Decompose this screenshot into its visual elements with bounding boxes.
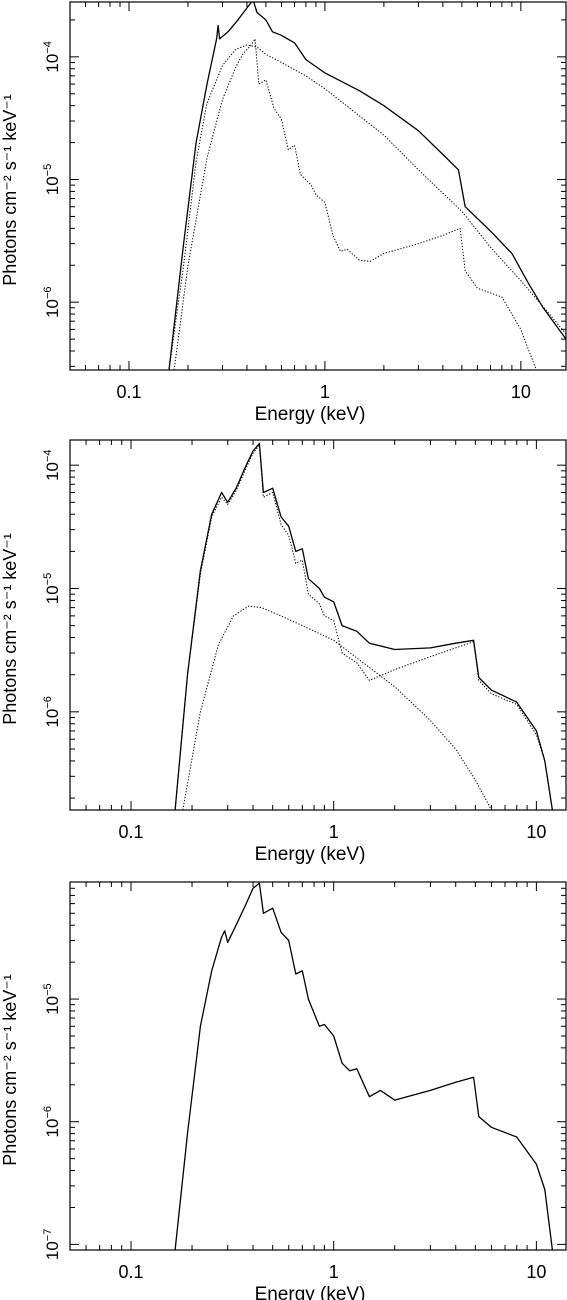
x-tick-label: 0.1 <box>118 822 143 842</box>
y-tick-label: 10−5 <box>42 164 62 195</box>
x-tick-label: 10 <box>526 822 546 842</box>
y-tick-mantissa: 10 <box>43 176 62 195</box>
solid-series-line-0 <box>174 882 554 1250</box>
x-axis-label: Energy (keV) <box>255 404 366 425</box>
y-tick-label: 10−6 <box>42 286 62 317</box>
y-tick-mantissa: 10 <box>43 54 62 73</box>
x-tick-label: 0.1 <box>118 1262 143 1282</box>
y-tick-label: 10−4 <box>42 41 62 72</box>
dotted-series-line-2 <box>182 605 492 810</box>
x-tick-label: 10 <box>526 1262 546 1282</box>
x-axis-label: Energy (keV) <box>255 844 366 865</box>
y-tick-mantissa: 10 <box>43 462 62 481</box>
y-tick-mantissa: 10 <box>43 585 62 604</box>
y-tick-mantissa: 10 <box>43 996 62 1015</box>
y-tick-label: 10−6 <box>42 696 62 727</box>
y-tick-exponent: −4 <box>42 449 54 462</box>
y-tick-mantissa: 10 <box>43 709 62 728</box>
y-tick-exponent: −5 <box>42 983 54 996</box>
y-tick-exponent: −6 <box>42 1106 54 1119</box>
y-tick-exponent: −6 <box>42 286 54 299</box>
x-axis-label: Energy (keV) <box>255 1284 366 1300</box>
plot-frame <box>69 1 567 371</box>
y-tick-label: 10−5 <box>42 983 62 1014</box>
y-axis-label: Photons cm⁻² s⁻¹ keV⁻¹ <box>0 94 20 286</box>
y-tick-exponent: −5 <box>42 573 54 586</box>
x-tick-label: 1 <box>320 382 330 402</box>
solid-series-line-0 <box>174 442 554 810</box>
y-tick-label: 10−6 <box>42 1106 62 1137</box>
x-tick-label: 10 <box>511 382 531 402</box>
plot-frame <box>69 439 567 811</box>
y-tick-mantissa: 10 <box>43 1241 62 1260</box>
y-axis-label: Photons cm⁻² s⁻¹ keV⁻¹ <box>0 974 20 1166</box>
dotted-series-line-1 <box>174 444 553 810</box>
plot-frame <box>69 881 567 1251</box>
series-group <box>174 882 554 1250</box>
y-tick-exponent: −6 <box>42 696 54 709</box>
x-tick-label: 1 <box>329 1262 339 1282</box>
y-tick-mantissa: 10 <box>43 1119 62 1138</box>
y-tick-exponent: −7 <box>42 1229 54 1242</box>
y-axis-label: Photons cm⁻² s⁻¹ keV⁻¹ <box>0 533 20 725</box>
y-tick-label: 10−7 <box>42 1229 62 1260</box>
y-tick-label: 10−4 <box>42 449 62 480</box>
solid-series-line-0 <box>168 2 566 370</box>
x-tick-label: 0.1 <box>116 382 141 402</box>
y-tick-mantissa: 10 <box>43 299 62 318</box>
y-tick-exponent: −4 <box>42 41 54 54</box>
y-tick-label: 10−5 <box>42 573 62 604</box>
series-group <box>168 2 566 370</box>
dotted-series-line-1 <box>168 44 566 370</box>
series-group <box>174 442 554 810</box>
x-tick-label: 1 <box>329 822 339 842</box>
y-tick-exponent: −5 <box>42 164 54 177</box>
